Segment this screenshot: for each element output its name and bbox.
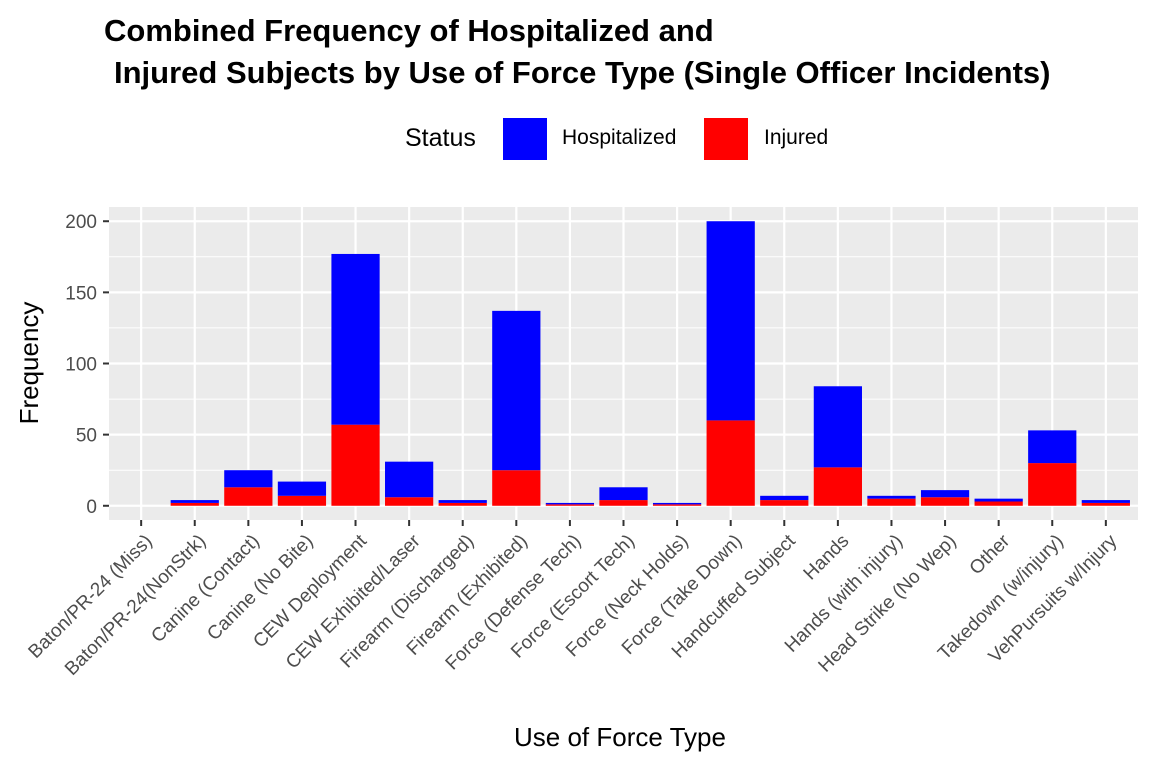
y-tick-label: 150 [65, 283, 97, 304]
bar-injured-10 [652, 504, 702, 506]
bar-injured-11 [706, 420, 755, 506]
bar-injured-5 [385, 497, 434, 506]
chart-title-line-1: Combined Frequency of Hospitalized and [104, 13, 714, 48]
bar-injured-7 [492, 470, 541, 506]
bar-hospitalized-4 [331, 253, 380, 425]
bar-hospitalized-10 [652, 502, 702, 505]
y-axis-title: Frequency [14, 302, 44, 425]
legend: Status Hospitalized Injured [0, 118, 1152, 160]
bar-hospitalized-14 [867, 495, 916, 499]
bar-hospitalized-2 [224, 470, 273, 488]
legend-label-injured: Injured [764, 126, 829, 149]
bar-injured-14 [867, 498, 916, 506]
bar-injured-16 [974, 501, 1023, 506]
y-tick-label: 200 [65, 212, 97, 233]
bar-injured-18 [1081, 502, 1130, 506]
x-tick-label: Other [966, 530, 1015, 579]
bar-injured-2 [224, 487, 273, 506]
y-tick-label: 0 [86, 497, 97, 518]
chart-title-line-2: Injured Subjects by Use of Force Type (S… [114, 55, 1051, 90]
bars [170, 221, 1130, 506]
legend-title: Status [405, 124, 476, 152]
legend-label-hospitalized: Hospitalized [562, 126, 677, 149]
legend-key-hospitalized [503, 118, 547, 160]
y-tick-label: 50 [76, 426, 97, 447]
bar-injured-9 [599, 500, 648, 506]
y-axis: 0 50 100 150 200 [65, 212, 109, 518]
bar-hospitalized-7 [492, 310, 541, 471]
bar-hospitalized-16 [974, 498, 1023, 502]
bar-injured-12 [760, 500, 809, 506]
bar-hospitalized-12 [760, 495, 809, 501]
bar-hospitalized-17 [1028, 430, 1077, 464]
bar-injured-13 [813, 467, 862, 506]
bar-injured-15 [920, 497, 970, 506]
bar-injured-3 [277, 495, 327, 506]
bar-injured-4 [331, 424, 380, 506]
bar-hospitalized-5 [385, 461, 434, 498]
bar-hospitalized-1 [170, 500, 219, 503]
bar-hospitalized-3 [277, 481, 327, 496]
bar-hospitalized-8 [545, 502, 595, 505]
bar-hospitalized-6 [438, 500, 487, 503]
bar-hospitalized-11 [706, 221, 755, 421]
y-tick-label: 100 [65, 355, 97, 376]
bar-hospitalized-15 [920, 490, 970, 498]
bar-hospitalized-18 [1081, 500, 1130, 503]
bar-injured-6 [438, 502, 487, 506]
chart-title: Combined Frequency of Hospitalized and I… [104, 10, 1051, 94]
bar-injured-8 [545, 504, 595, 506]
bar-hospitalized-13 [813, 386, 862, 468]
bar-injured-1 [170, 502, 219, 506]
x-axis: Baton/PR-24 (Miss)Baton/PR-24(NonStrk)Ca… [25, 520, 1122, 680]
legend-key-injured [704, 118, 748, 160]
bar-hospitalized-9 [599, 487, 648, 501]
bar-injured-17 [1028, 463, 1077, 506]
x-axis-title: Use of Force Type [514, 722, 726, 752]
